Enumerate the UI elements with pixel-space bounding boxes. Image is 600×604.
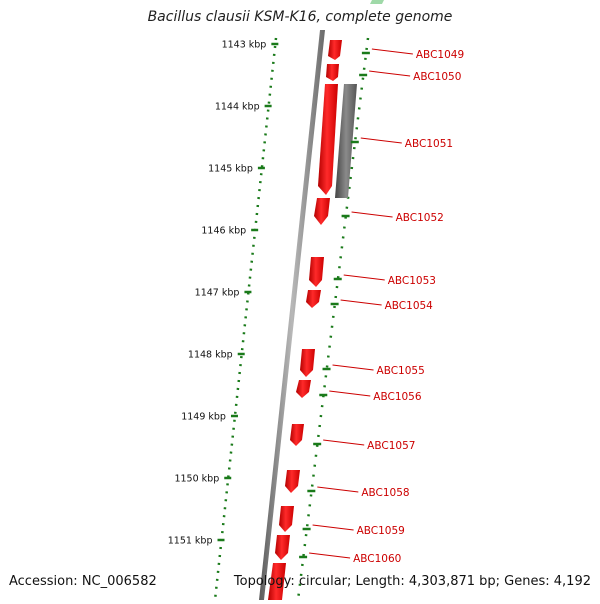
map-title: Bacillus clausii KSM-K16, complete genom… (147, 9, 453, 25)
gene-shape-abc1051[interactable] (318, 84, 338, 195)
gene-shape-abc1052[interactable] (314, 198, 330, 225)
gene-label-abc1059[interactable]: ABC1059 (357, 525, 405, 537)
scale-label: 1144 kbp (215, 102, 260, 113)
scale-label: 1146 kbp (201, 226, 246, 237)
gene-block-grey (335, 84, 357, 198)
gene-shape-abc1049[interactable] (328, 40, 342, 60)
scale-label: 1143 kbp (222, 40, 267, 51)
gene-shape-partial (268, 563, 286, 600)
gene-shape-abc1054[interactable] (306, 290, 321, 308)
gene-label-abc1054[interactable]: ABC1054 (385, 300, 434, 312)
scale-label: 1150 kbp (174, 474, 219, 485)
gene-shape-abc1056[interactable] (296, 380, 311, 398)
gene-label-abc1060[interactable]: ABC1060 (353, 553, 401, 565)
scale-labels: 1143 kbp 1144 kbp 1145 kbp 1146 kbp 1147 kbp… (168, 40, 279, 547)
gene-shape-abc1060[interactable] (275, 535, 290, 560)
scale-label: 1148 kbp (188, 350, 233, 361)
scale-label: 1151 kbp (168, 536, 213, 547)
partial-feature (370, 0, 384, 4)
gene-labels: ABC1049 ABC1050 ABC1051 ABC1052 ABC1053 ABC10… (299, 48, 464, 565)
label-leader-line (351, 211, 393, 218)
gene-label-abc1058[interactable]: ABC1058 (361, 487, 409, 499)
label-leader-line (317, 486, 359, 493)
accession-label: Accession: NC_006582 (9, 574, 157, 589)
label-leader-line (329, 390, 371, 397)
label-leader-line (360, 137, 402, 144)
gene-label-abc1057[interactable]: ABC1057 (367, 440, 415, 452)
gene-label-abc1053[interactable]: ABC1053 (388, 275, 436, 287)
label-leader-line (340, 299, 382, 306)
scale-label: 1147 kbp (195, 288, 240, 299)
gene-shape-abc1055[interactable] (300, 349, 315, 377)
gene-shapes (268, 40, 342, 600)
label-leader-line (332, 364, 374, 371)
gene-label-abc1055[interactable]: ABC1055 (377, 365, 425, 377)
gene-shape-abc1058[interactable] (285, 470, 300, 493)
gene-label-abc1049[interactable]: ABC1049 (416, 49, 464, 61)
label-leader-line (369, 70, 411, 77)
scale-track (213, 37, 278, 601)
gene-label-abc1052[interactable]: ABC1052 (396, 212, 444, 224)
gene-shape-abc1053[interactable] (309, 257, 324, 287)
label-leader-line (371, 48, 413, 55)
gene-label-abc1050[interactable]: ABC1050 (413, 71, 461, 83)
gene-label-abc1056[interactable]: ABC1056 (373, 391, 422, 403)
summary-label: Topology: circular; Length: 4,303,871 bp… (233, 574, 591, 589)
gene-label-abc1051[interactable]: ABC1051 (405, 138, 453, 150)
scale-label: 1149 kbp (181, 412, 226, 423)
label-leader-line (343, 274, 385, 281)
gene-shape-abc1057[interactable] (290, 424, 304, 446)
gene-shape-abc1059[interactable] (279, 506, 294, 532)
scale-label: 1145 kbp (208, 164, 253, 175)
label-leader-line (309, 552, 351, 559)
label-leader-line (323, 439, 365, 446)
genome-backbone (259, 30, 325, 600)
gene-shape-abc1050[interactable] (326, 64, 339, 81)
label-leader-line (312, 524, 354, 531)
gene-track (296, 37, 370, 601)
